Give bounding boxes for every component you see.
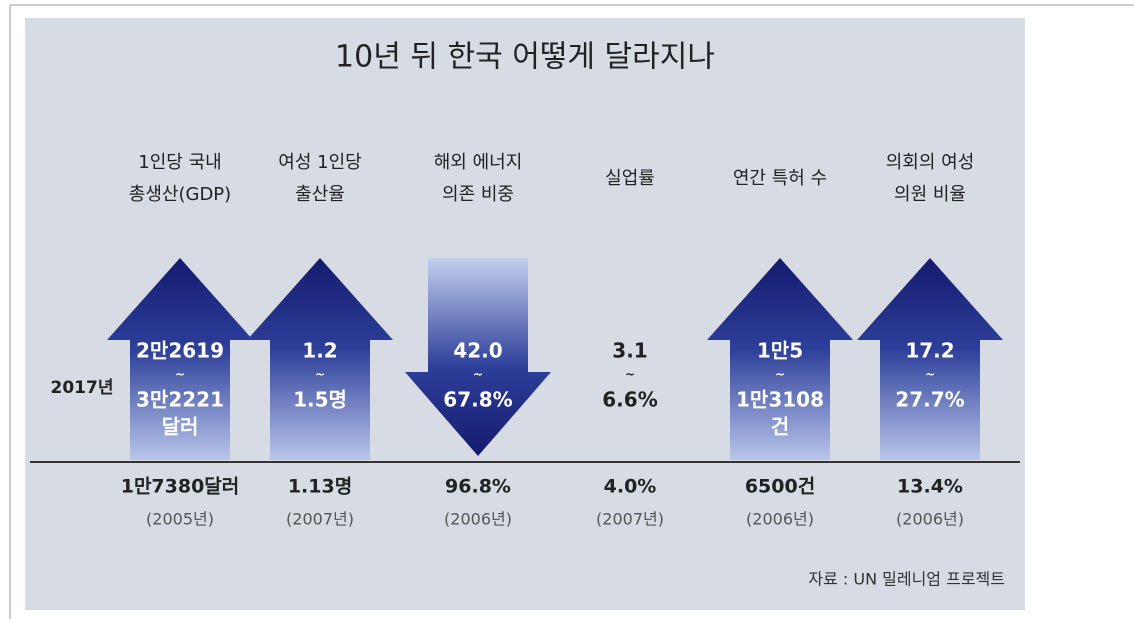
title: 10년 뒤 한국 어떻게 달라지나 bbox=[335, 40, 715, 75]
range-mark: ~ bbox=[473, 368, 483, 382]
projection-value: 3만2221 bbox=[136, 388, 224, 412]
projection-value: 1만5 bbox=[757, 339, 803, 363]
arrow-up bbox=[857, 258, 1003, 460]
projection-value: 6.6% bbox=[602, 388, 657, 412]
column-label: 실업률 bbox=[605, 168, 655, 189]
base-year: (2007년) bbox=[596, 510, 664, 529]
column-label: 의회의 여성 bbox=[886, 152, 975, 173]
arrow-up bbox=[107, 258, 253, 460]
arrow-down bbox=[405, 258, 551, 456]
current-value: 4.0% bbox=[604, 476, 657, 498]
projection-value: 3.1 bbox=[612, 339, 647, 363]
arrow-up bbox=[247, 258, 393, 460]
arrow-up bbox=[707, 258, 853, 460]
current-value: 13.4% bbox=[897, 476, 963, 498]
base-year: (2006년) bbox=[746, 510, 814, 529]
base-year: (2005년) bbox=[146, 510, 214, 529]
projection-value: 1.5명 bbox=[293, 388, 347, 412]
column-label: 의존 비중 bbox=[442, 184, 514, 205]
projection-value: 67.8% bbox=[443, 388, 512, 412]
base-year: (2006년) bbox=[444, 510, 512, 529]
year-label: 2017년 bbox=[51, 378, 114, 398]
current-value: 1.13명 bbox=[288, 476, 352, 498]
range-mark: ~ bbox=[625, 368, 635, 382]
column-label: 연간 특허 수 bbox=[733, 168, 827, 189]
column-label: 출산율 bbox=[295, 184, 345, 205]
projection-value: 1만3108 bbox=[736, 388, 824, 412]
column-label: 총생산(GDP) bbox=[129, 184, 231, 205]
current-value: 1만7380달러 bbox=[121, 476, 240, 498]
column-label: 1인당 국내 bbox=[138, 152, 221, 173]
projection-value: 2만2619 bbox=[136, 339, 224, 363]
range-mark: ~ bbox=[775, 368, 785, 382]
base-year: (2007년) bbox=[286, 510, 354, 529]
projection-value: 42.0 bbox=[453, 339, 502, 363]
range-mark: ~ bbox=[925, 368, 935, 382]
range-mark: ~ bbox=[175, 368, 185, 382]
column-label: 의원 비율 bbox=[894, 184, 966, 205]
projection-value: 달러 bbox=[162, 415, 199, 439]
current-value: 96.8% bbox=[445, 476, 511, 498]
projection-value: 건 bbox=[771, 415, 789, 439]
range-mark: ~ bbox=[315, 368, 325, 382]
projection-value: 27.7% bbox=[895, 388, 964, 412]
column-label: 해외 에너지 bbox=[434, 152, 523, 173]
source: 자료 : UN 밀레니엄 프로젝트 bbox=[808, 570, 1005, 589]
base-year: (2006년) bbox=[896, 510, 964, 529]
projection-value: 1.2 bbox=[302, 339, 337, 363]
projection-value: 17.2 bbox=[905, 339, 954, 363]
column-label: 여성 1인당 bbox=[278, 152, 361, 173]
current-value: 6500건 bbox=[745, 476, 815, 498]
